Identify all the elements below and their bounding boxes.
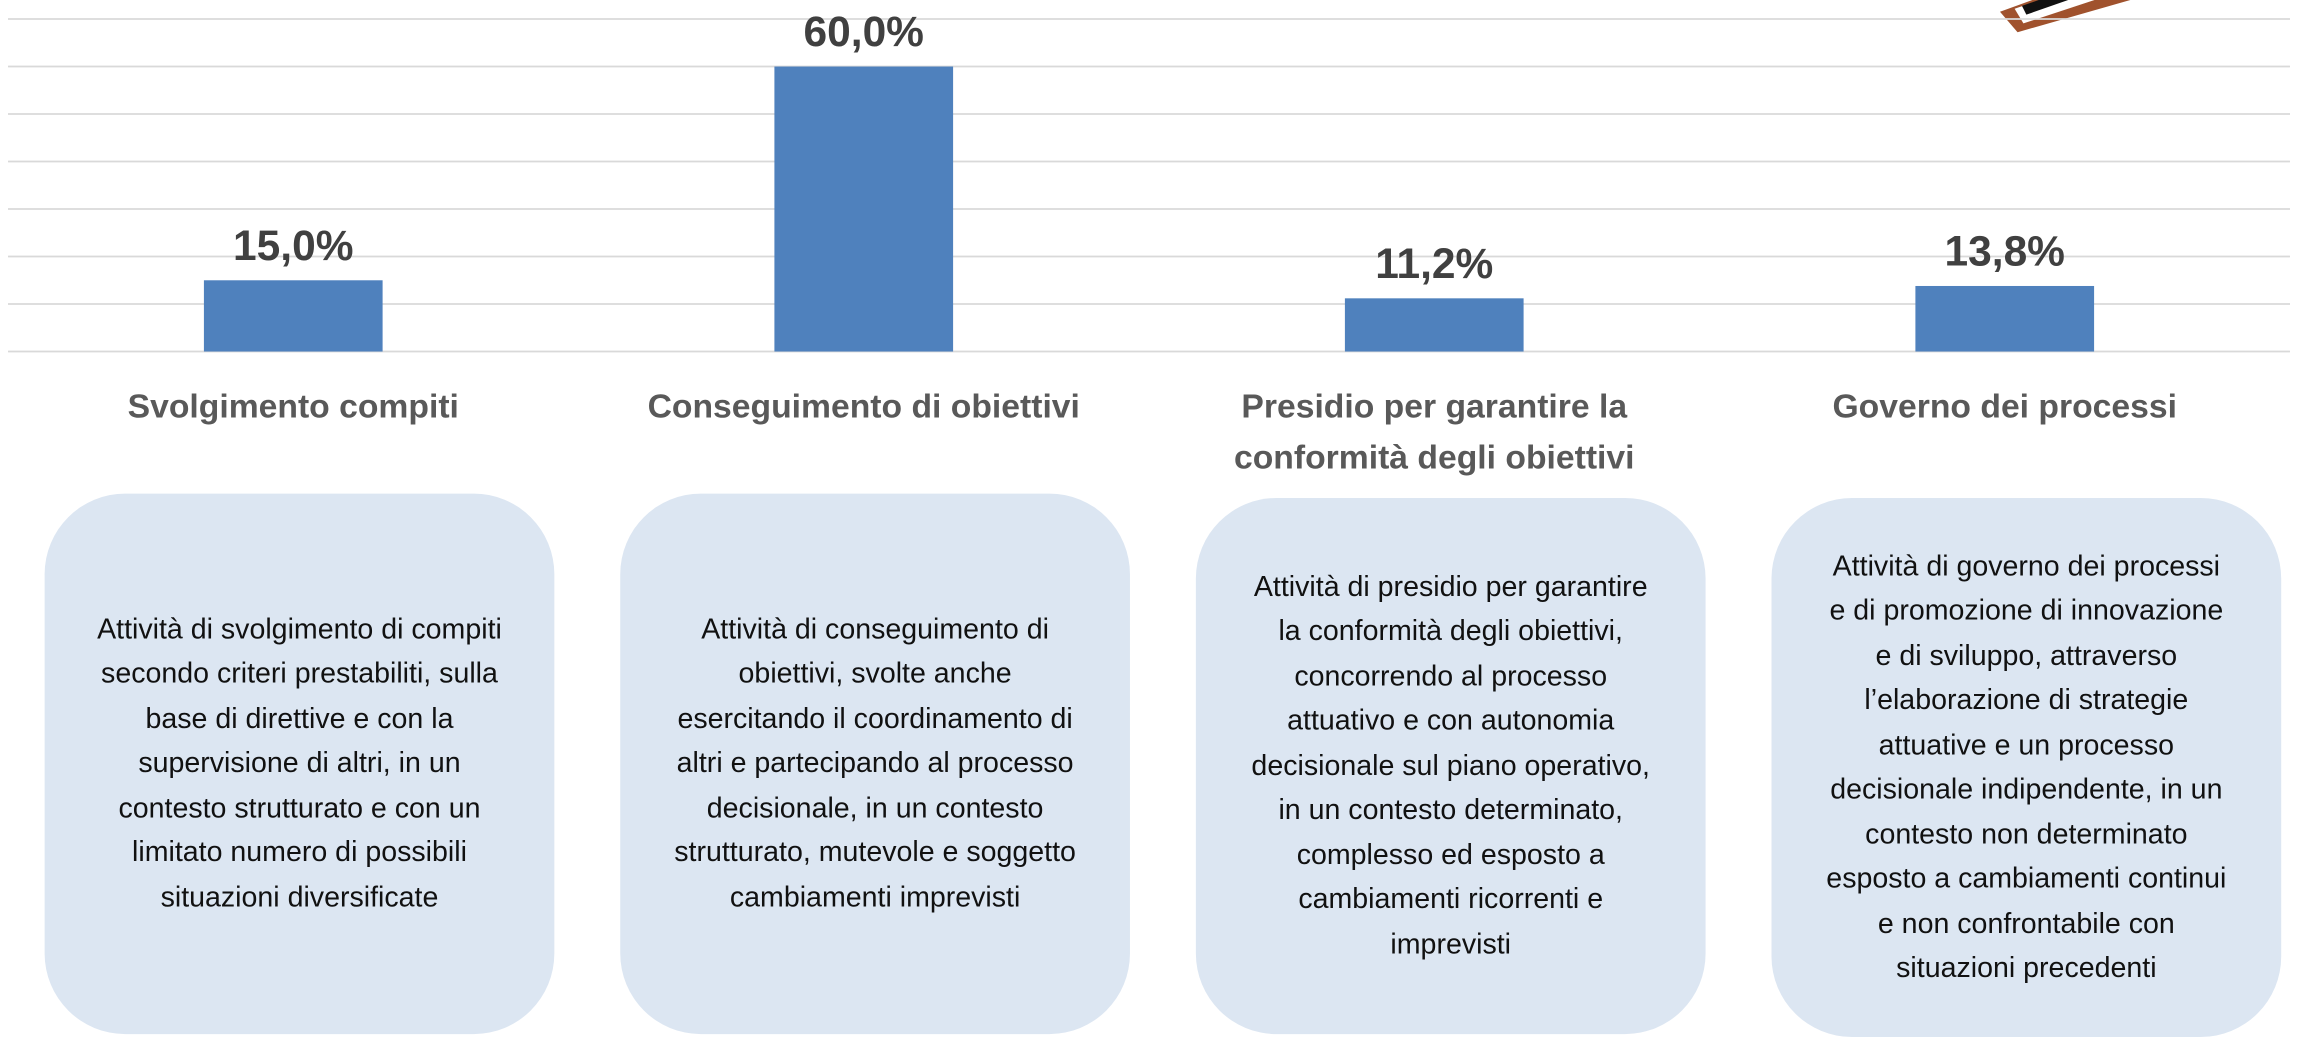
description-box [1195, 497, 1706, 1035]
value-label: 15,0% [233, 222, 353, 269]
description-box [44, 493, 555, 1035]
x-tick-label: Conseguimento di obiettivi [647, 386, 1080, 425]
logo-fragment [1999, 0, 2131, 33]
bar [1915, 285, 2095, 352]
description-text: Attività di svolgimento di compiti secon… [97, 613, 502, 914]
description-text: Attività di presidio per garantire la co… [1251, 570, 1650, 961]
description: Attività di presidio per garantire la co… [1251, 570, 1650, 961]
bar [203, 280, 383, 352]
bar [1344, 298, 1524, 352]
description-text: Attività di governo dei processi e di pr… [1826, 549, 2227, 985]
description: Attività di conseguimento di obiettivi, … [674, 613, 1076, 914]
value-label: 13,8% [1945, 227, 2065, 274]
x-tick-label: Svolgimento compiti [127, 386, 459, 425]
bar [774, 66, 954, 352]
x-tick-label: Governo dei processi [1832, 386, 2177, 425]
description: Attività di svolgimento di compiti secon… [97, 613, 502, 914]
description-text: Attività di conseguimento di obiettivi, … [674, 613, 1076, 914]
category-label: Svolgimento compiti [127, 386, 459, 425]
description-box [620, 493, 1130, 1035]
x-tick-label: Presidio per garantire la conformità deg… [1233, 386, 1635, 477]
category-label: Presidio per garantire la conformità deg… [1233, 386, 1635, 477]
value-label: 11,2% [1375, 240, 1493, 287]
value-label: 60,0% [804, 8, 924, 55]
description-box [1771, 497, 2282, 1037]
category-label: Governo dei processi [1832, 386, 2177, 425]
description: Attività di governo dei processi e di pr… [1826, 549, 2227, 985]
category-label: Conseguimento di obiettivi [647, 386, 1080, 425]
